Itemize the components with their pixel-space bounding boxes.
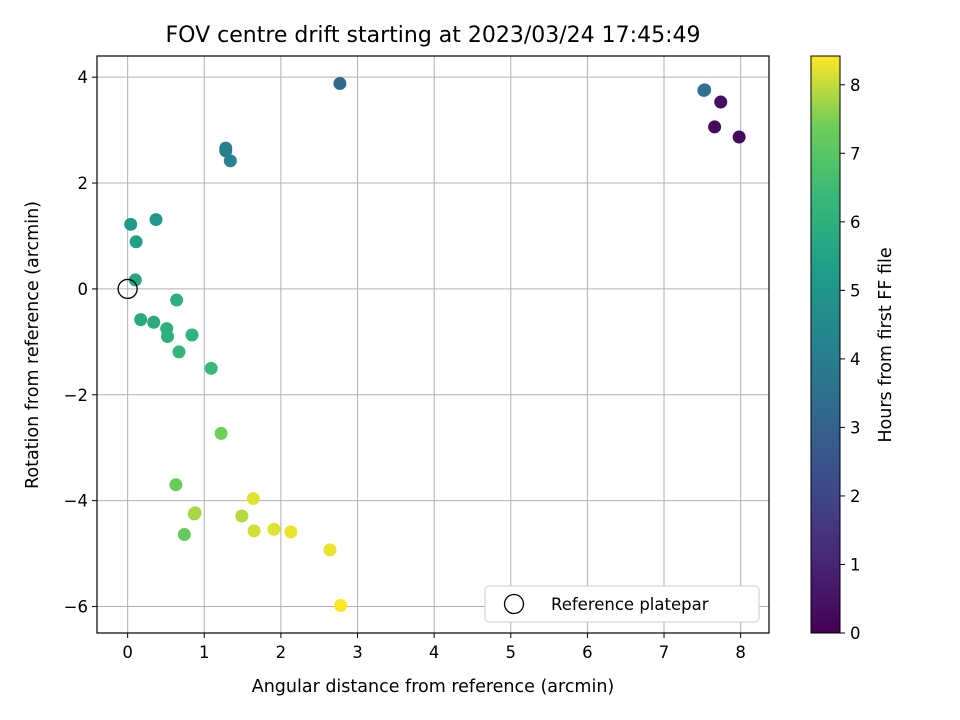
x-tick-label: 2	[276, 643, 287, 662]
colorbar-tick-label: 2	[850, 487, 861, 506]
colorbar	[810, 55, 841, 634]
x-tick-label: 1	[199, 643, 210, 662]
chart-title: FOV centre drift starting at 2023/03/24 …	[166, 23, 701, 48]
y-axis-ticks: −6 −4 −2 0 2 4	[64, 68, 97, 617]
colorbar-tick-label: 0	[850, 624, 861, 643]
data-point	[235, 509, 249, 523]
x-tick-label: 3	[352, 643, 363, 662]
data-point	[219, 144, 233, 158]
data-points	[124, 77, 746, 612]
data-point	[134, 313, 148, 327]
data-point	[284, 525, 298, 539]
colorbar-tick-label: 3	[850, 418, 861, 437]
colorbar-tick-label: 1	[850, 555, 861, 574]
y-tick-label: 2	[78, 174, 89, 193]
legend-box	[484, 585, 760, 623]
data-point	[247, 524, 261, 538]
legend: Reference platepar	[484, 585, 760, 623]
data-point	[223, 154, 237, 168]
colorbar-tick-label: 7	[850, 144, 861, 163]
data-point	[188, 506, 202, 520]
data-point	[333, 77, 347, 91]
data-point	[177, 528, 191, 542]
data-point	[697, 83, 711, 97]
reference-platepar-marker	[117, 278, 138, 300]
data-point	[172, 345, 186, 359]
y-tick-label: 4	[78, 68, 89, 87]
data-point	[124, 217, 138, 231]
grid-lines	[97, 56, 769, 633]
y-tick-label: −4	[64, 492, 88, 511]
data-point	[147, 315, 161, 329]
x-tick-label: 8	[735, 643, 746, 662]
x-axis-label: Angular distance from reference (arcmin)	[252, 677, 615, 697]
data-point	[714, 95, 728, 109]
plot-frame	[96, 55, 770, 634]
data-point	[160, 330, 174, 344]
colorbar-tick-label: 8	[850, 76, 861, 95]
data-point	[169, 478, 183, 492]
legend-label: Reference platepar	[551, 595, 709, 614]
reference-marker	[117, 278, 138, 300]
data-point	[334, 598, 348, 612]
data-point	[708, 120, 722, 134]
y-tick-label: 0	[78, 280, 89, 299]
data-point	[170, 293, 184, 307]
data-point	[323, 543, 337, 557]
data-point	[185, 328, 199, 342]
legend-marker	[503, 593, 525, 615]
data-point	[128, 273, 142, 287]
colorbar-ticks: 0 1 2 3 4 5 6 7 8	[840, 76, 861, 643]
x-tick-label: 5	[506, 643, 517, 662]
data-point	[732, 130, 746, 144]
y-tick-label: −2	[64, 386, 88, 405]
data-point	[149, 213, 163, 227]
colorbar-tick-label: 6	[850, 213, 861, 232]
y-axis-label: Rotation from reference (arcmin)	[23, 201, 43, 489]
data-point	[214, 426, 228, 440]
x-tick-label: 4	[429, 643, 440, 662]
x-tick-label: 7	[659, 643, 670, 662]
x-axis-ticks: 0 1 2 3 4 5 6 7 8	[122, 633, 746, 662]
y-tick-label: −6	[64, 598, 88, 617]
colorbar-label: Hours from first FF file	[876, 247, 896, 442]
data-point	[267, 522, 281, 536]
data-point	[246, 492, 260, 506]
colorbar-tick-label: 5	[850, 281, 861, 300]
data-point	[129, 235, 143, 249]
x-tick-label: 6	[582, 643, 593, 662]
data-point	[204, 361, 218, 375]
x-tick-label: 0	[122, 643, 133, 662]
colorbar-tick-label: 4	[850, 350, 861, 369]
